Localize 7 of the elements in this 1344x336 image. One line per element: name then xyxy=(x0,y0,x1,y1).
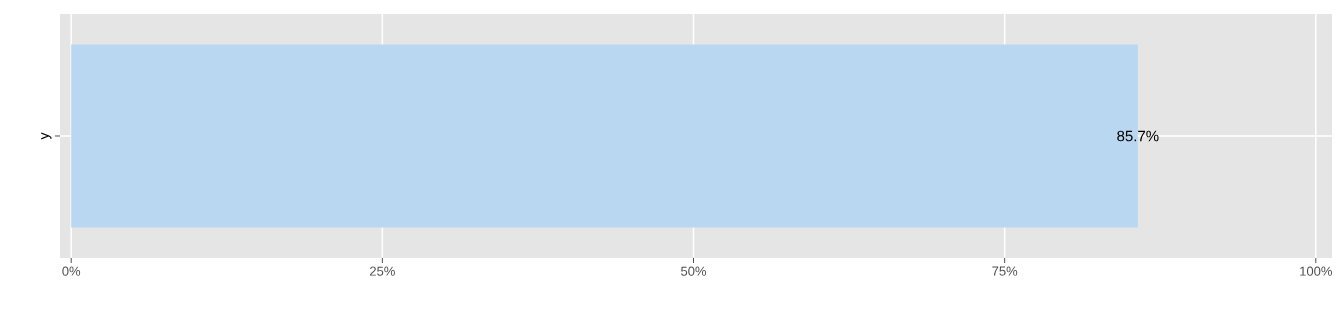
y-tick-label: y xyxy=(41,132,52,140)
x-tick-label: 25% xyxy=(370,266,395,276)
x-tick-label: 100% xyxy=(1300,266,1332,276)
data-label: 85.7% xyxy=(1117,130,1159,142)
x-tick-label: 0% xyxy=(62,266,81,276)
x-tick-label: 50% xyxy=(681,266,707,276)
x-tick-label: 75% xyxy=(992,266,1018,276)
